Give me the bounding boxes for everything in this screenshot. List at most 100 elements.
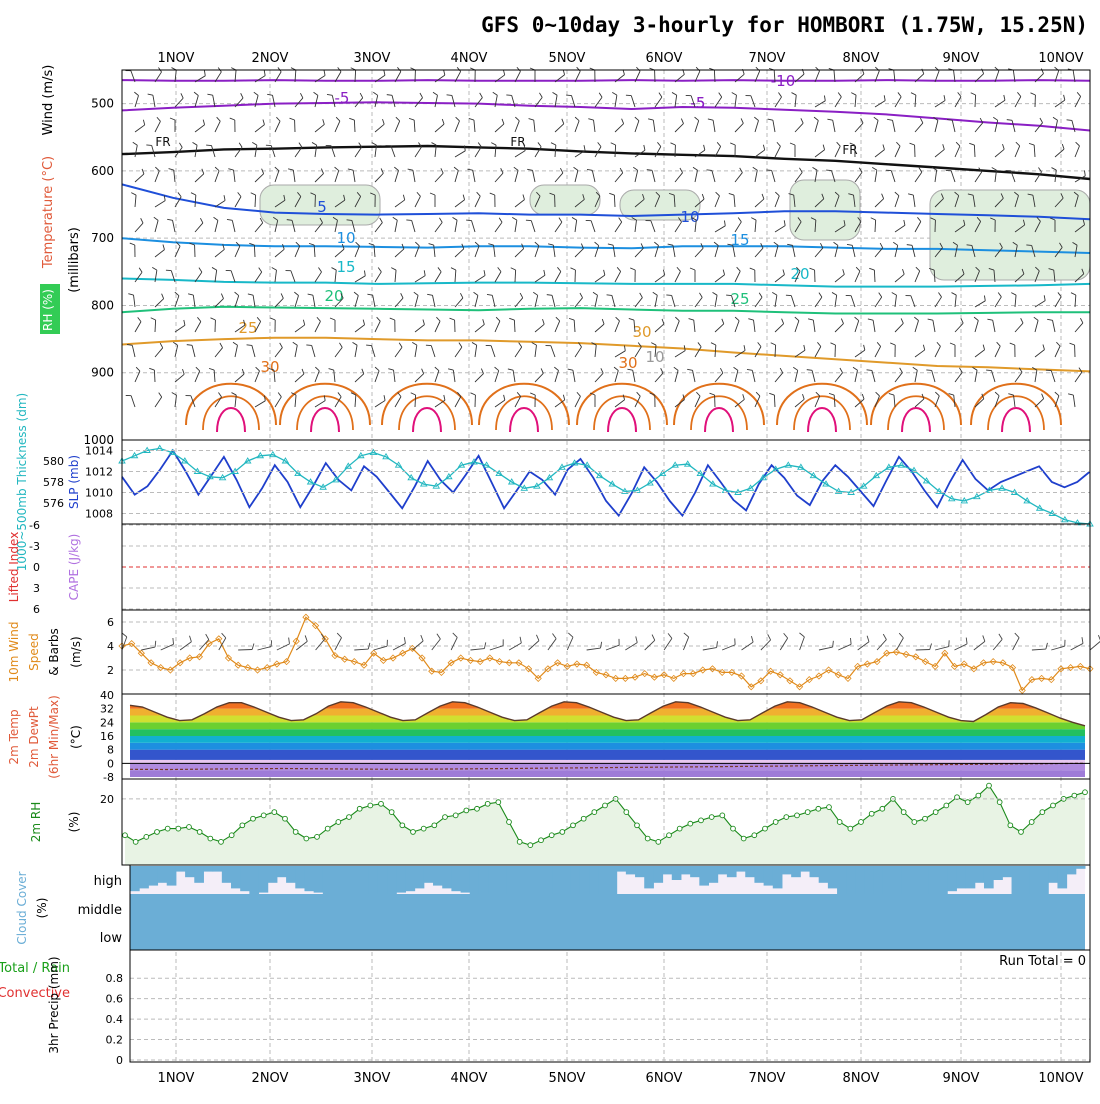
- cloud-high-bar: [617, 866, 627, 872]
- wind-barb-staff: [714, 70, 715, 82]
- cloud-high-bar: [956, 866, 966, 888]
- contour-label: FR: [155, 135, 170, 149]
- cloud-high-bar: [975, 866, 985, 883]
- temperature-label: Temperature (°C): [41, 156, 56, 269]
- cloud-high-bar: [240, 866, 250, 891]
- cloud-high-bar: [644, 866, 654, 888]
- rh-marker: [389, 810, 394, 815]
- rh-marker: [816, 806, 821, 811]
- wind-barb-staff: [354, 120, 355, 132]
- rh-marker: [709, 815, 714, 820]
- cloud-high-bar: [405, 866, 415, 891]
- run-total-label: Run Total = 0: [999, 954, 1086, 969]
- cape-label: CAPE (J/kg): [67, 534, 81, 601]
- contour-label: 5: [317, 198, 327, 216]
- cloud-high-bar: [681, 866, 691, 874]
- cloud-mid-low: [130, 894, 1085, 950]
- wind-barb-staff: [514, 320, 515, 332]
- contour-label: 30: [260, 358, 279, 376]
- cloud-high-bar: [690, 866, 700, 877]
- rh-marker: [272, 810, 277, 815]
- wind-barb-staff: [614, 195, 615, 207]
- wind-barb-staff: [415, 395, 416, 407]
- cloud-high-bar: [920, 866, 930, 894]
- top-day-label: 1NOV: [158, 51, 195, 66]
- cloud-level-label: low: [100, 931, 123, 946]
- cloud-high-bar: [929, 866, 939, 894]
- rh-marker: [400, 823, 405, 828]
- rh-marker: [720, 813, 725, 818]
- wind-barb-staff: [875, 220, 876, 232]
- cloud-high-bar: [984, 866, 994, 888]
- rh-marker: [656, 839, 661, 844]
- slp-tick: 1012: [85, 466, 113, 479]
- contour-label: 10: [336, 229, 355, 247]
- cloud-high-bar: [378, 866, 388, 894]
- slp-tick: 1008: [85, 508, 113, 521]
- temp2m-tick: 16: [100, 730, 114, 743]
- cloud-high-bar: [176, 866, 186, 872]
- pressure-tick-label: 600: [91, 164, 114, 178]
- rh-marker: [731, 826, 736, 831]
- cloud-high-bar: [332, 866, 342, 894]
- cloud-high-bar: [424, 866, 434, 883]
- top-day-label: 5NOV: [549, 51, 586, 66]
- rh-marker: [133, 839, 138, 844]
- cloud-high-bar: [709, 866, 719, 883]
- rh-marker: [176, 826, 181, 831]
- cloud-high-bar: [791, 866, 801, 877]
- cloud-high-bar: [663, 866, 673, 874]
- bottom-day-label: 6NOV: [646, 1071, 683, 1086]
- minmax-label: (6hr Min/Max): [47, 695, 61, 779]
- cloud-high-bar: [277, 866, 287, 877]
- wind10-tick: 2: [107, 664, 114, 677]
- cloud-high-bar: [433, 866, 443, 886]
- cloud-high-bar: [268, 866, 278, 883]
- cloud-high-bar: [185, 866, 195, 877]
- cloud-high-bar: [1076, 866, 1086, 869]
- cloud-high-bar: [800, 866, 810, 872]
- cloud-high-bar: [810, 866, 820, 877]
- rh-marker: [187, 825, 192, 830]
- bottom-day-label: 1NOV: [158, 1071, 195, 1086]
- cloud-high-bar: [947, 866, 957, 891]
- cloud-high-bar: [461, 866, 471, 893]
- cloud-high-bar: [350, 866, 360, 894]
- cloud-high-bar: [497, 866, 507, 894]
- wind10-barbs-label: & Barbs: [47, 628, 61, 676]
- temp2m-tick: 32: [100, 703, 114, 716]
- cloud-high-bar: [222, 866, 232, 883]
- rh-marker: [144, 834, 149, 839]
- cloud-high-bar: [562, 866, 572, 894]
- temp2m-label: 2m Temp: [7, 709, 21, 764]
- temp-band: [130, 743, 1085, 750]
- wind10-name-label: 10m Wind: [7, 622, 21, 683]
- cloud-high-bar: [415, 866, 425, 888]
- cloud-high-bar: [782, 866, 792, 874]
- cloud-high-bar: [1039, 866, 1049, 894]
- pressure-tick-label: 900: [91, 366, 114, 380]
- cloud-high-bar: [653, 866, 663, 883]
- cloud-high-bar: [158, 866, 168, 883]
- contour-label: 15: [336, 258, 355, 276]
- rh-patch: [530, 185, 600, 215]
- rh-marker: [923, 816, 928, 821]
- cloud-high-bar: [855, 866, 865, 894]
- rh-marker: [901, 810, 906, 815]
- cloud-high-bar: [1048, 866, 1058, 883]
- wind-barb-staff: [155, 320, 156, 332]
- cloud-high-bar: [194, 866, 204, 883]
- contour-label: 25: [730, 290, 749, 308]
- cloud-high-bar: [911, 866, 921, 894]
- cloud-high-bar: [966, 866, 976, 888]
- rh-marker: [421, 826, 426, 831]
- cloud-high-bar: [993, 866, 1003, 880]
- wind-barb-staff: [615, 145, 616, 157]
- cloud-high-bar: [754, 866, 764, 883]
- rh-marker: [848, 826, 853, 831]
- bottom-day-label: 3NOV: [354, 1071, 391, 1086]
- rh-marker: [507, 820, 512, 825]
- cloud-high-bar: [148, 866, 158, 886]
- pressure-tick-label: 800: [91, 298, 114, 312]
